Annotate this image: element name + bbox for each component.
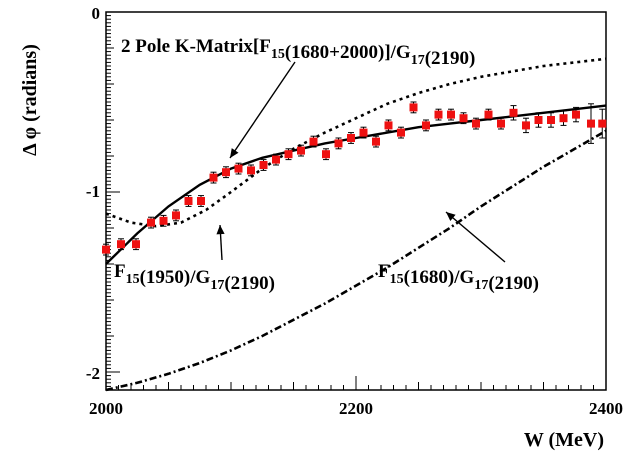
data-point [284,150,293,159]
data-point [547,116,555,124]
data-point [534,116,543,124]
annotation-text: (2190) [224,273,275,294]
y-axis-label: Δ φ (radians) [19,44,41,156]
annotation-text: (1680)/G [404,267,475,288]
data-point [234,164,243,173]
y-tick-label: 0 [92,4,101,23]
data-point [509,108,518,117]
annotation-text: (1950)/G [140,267,211,288]
y-tick-label: -2 [86,364,100,383]
x-tick-label: 2200 [339,399,373,418]
data-point [132,240,140,249]
annotation-text: F [114,261,126,282]
theory-curves [105,57,607,392]
annotation-kmatrix: 2 Pole K-Matrix[F15(1680+2000)]/G17(2190… [121,36,475,69]
data-point [434,110,443,119]
arrow-head [446,212,456,222]
axis-ticks [105,11,607,391]
data-point [117,240,125,249]
x-tick-label: 2000 [89,399,123,418]
data-point [259,161,268,169]
data-point [222,168,230,177]
data-point [297,146,305,155]
annotation-f15-1680: F15(1680)/G17(2190) [378,261,539,294]
data-point [497,119,505,128]
data-point [159,216,168,225]
x-axis-label: W (MeV) [524,429,604,451]
data-point [459,114,468,123]
data-point [422,121,430,130]
data-point [102,245,110,254]
annotation-text: (2190) [488,273,539,294]
arrow-head [230,148,239,158]
curve-dotted [105,57,607,228]
annotation-subscript: 15 [390,272,404,287]
annotation-arrows [216,61,506,263]
annotation-subscript: 17 [474,278,488,293]
y-tick-label: -1 [86,182,100,201]
data-point [147,218,155,227]
annotation-subscript: 15 [126,272,140,287]
annotation-subscript: 17 [210,278,224,293]
data-point [484,110,493,119]
data-point [372,137,380,146]
data-point [587,119,595,128]
data-points [102,101,607,256]
curve-solid [105,104,607,265]
x-tick-label: 2400 [589,399,623,418]
data-point [334,139,343,148]
data-point [598,119,607,128]
data-point [197,197,205,205]
annotation-text: (2190) [425,48,476,69]
data-point [572,110,580,119]
arrow-head [216,225,225,235]
data-point [184,197,193,205]
annotation-subscript: 17 [411,53,425,68]
data-point [472,119,480,128]
arrow-line [445,211,506,263]
data-point [559,114,568,123]
data-point [447,110,455,119]
data-point [359,128,368,137]
data-point [397,128,405,137]
data-point [409,103,418,112]
annotation-text: (1680+2000)]/G [285,42,411,63]
data-point [247,166,255,175]
data-point [172,211,180,220]
data-point [272,155,280,164]
annotation-text: 2 Pole K-Matrix[F [121,36,271,57]
arrow-line [229,61,296,159]
data-point [347,134,355,142]
annotation-f15-1950: F15(1950)/G17(2190) [114,261,275,294]
data-point [522,121,530,130]
data-point [322,150,330,159]
curve-dash-dot [105,129,607,392]
data-point [384,121,393,130]
annotation-subscript: 15 [271,47,285,62]
annotation-text: F [378,261,390,282]
data-point [309,137,318,146]
data-point [209,173,218,182]
